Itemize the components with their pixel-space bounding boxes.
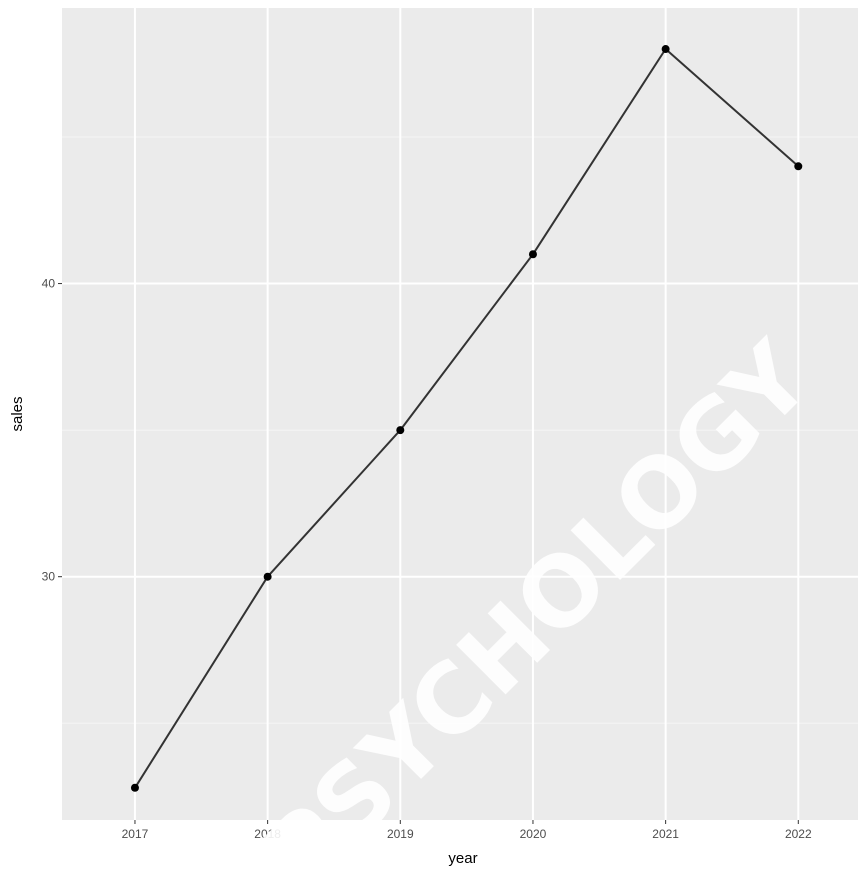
x-axis-title: year — [448, 850, 477, 867]
x-tick-label: 2019 — [387, 827, 414, 841]
y-axis-title: sales — [9, 396, 26, 431]
data-point — [528, 250, 537, 259]
data-point — [130, 783, 139, 792]
series-sales — [130, 45, 803, 792]
x-tick-label: 2022 — [785, 827, 812, 841]
x-tick-label: 2017 — [122, 827, 149, 841]
x-tick-label: 2018 — [254, 827, 281, 841]
x-tick-label: 2020 — [520, 827, 547, 841]
axis-ticks: 30 40 2017 2018 2019 2020 2021 2022 — [42, 277, 812, 841]
data-point — [263, 572, 272, 581]
series-line — [134, 48, 799, 789]
panel-background — [62, 8, 858, 820]
data-point — [661, 45, 670, 54]
data-point — [396, 426, 405, 435]
grid-lines — [62, 8, 858, 820]
y-tick-label: 30 — [42, 570, 56, 584]
data-point — [794, 162, 803, 171]
y-tick-label: 40 — [42, 277, 56, 291]
x-tick-label: 2021 — [652, 827, 679, 841]
